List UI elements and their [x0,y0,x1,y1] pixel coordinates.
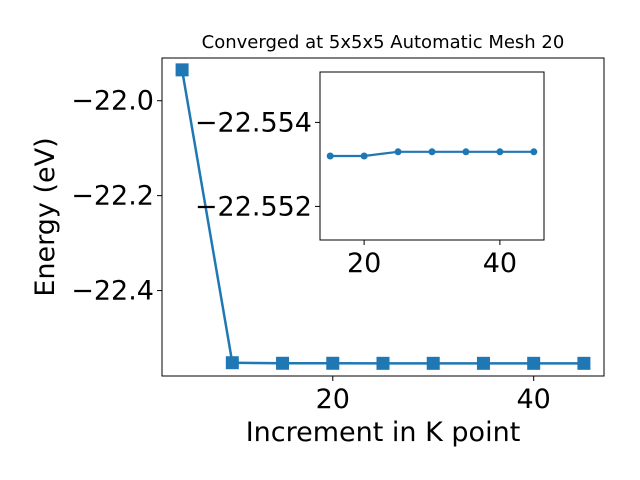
chart-title: Converged at 5x5x5 Automatic Mesh 20 [202,32,565,53]
main-data-point [527,356,541,370]
main-y-axis-ticks: −22.0 −22.2 −22.4 [71,86,162,307]
main-data-point [577,356,591,370]
inset-data-point [394,148,402,156]
main-y-tick-label: −22.4 [71,276,154,307]
main-series [175,63,591,370]
main-y-tick-label: −22.2 [71,181,154,212]
main-data-point [326,356,340,370]
inset-x-axis-ticks: 20 40 [347,240,517,279]
main-data-point [225,356,239,370]
inset-plot-frame [319,71,545,241]
inset-y-tick-label: −22.552 [195,191,312,222]
main-x-axis-ticks: 20 40 [316,376,551,415]
inset-y-tick-label: −22.554 [195,107,312,138]
inset-chart: 20 40 −22.554−22.552 [195,71,545,279]
inset-data-point [360,152,368,160]
main-x-tick-label: 20 [316,384,350,415]
main-data-point [276,356,290,370]
main-data-point [476,356,490,370]
main-y-tick-label: −22.0 [71,86,154,117]
main-chart: Converged at 5x5x5 Automatic Mesh 20 20 4… [30,32,605,448]
inset-y-axis-ticks: −22.554 −22.552 [195,107,320,222]
main-data-point [376,356,390,370]
inset-x-tick-label: 20 [347,248,381,279]
inset-data-point [496,148,504,156]
y-axis-label: Energy (eV) [30,137,61,296]
inset-x-tick-label: 40 [483,248,517,279]
main-data-point [426,356,440,370]
inset-data-point [428,148,436,156]
main-plot-frame [161,57,605,377]
inset-data-point [326,152,334,160]
inset-series [326,148,538,160]
main-data-point [175,63,189,77]
inset-data-point [530,148,538,156]
inset-data-point [462,148,470,156]
main-x-tick-label: 40 [517,384,551,415]
x-axis-label: Increment in K point [246,417,521,448]
